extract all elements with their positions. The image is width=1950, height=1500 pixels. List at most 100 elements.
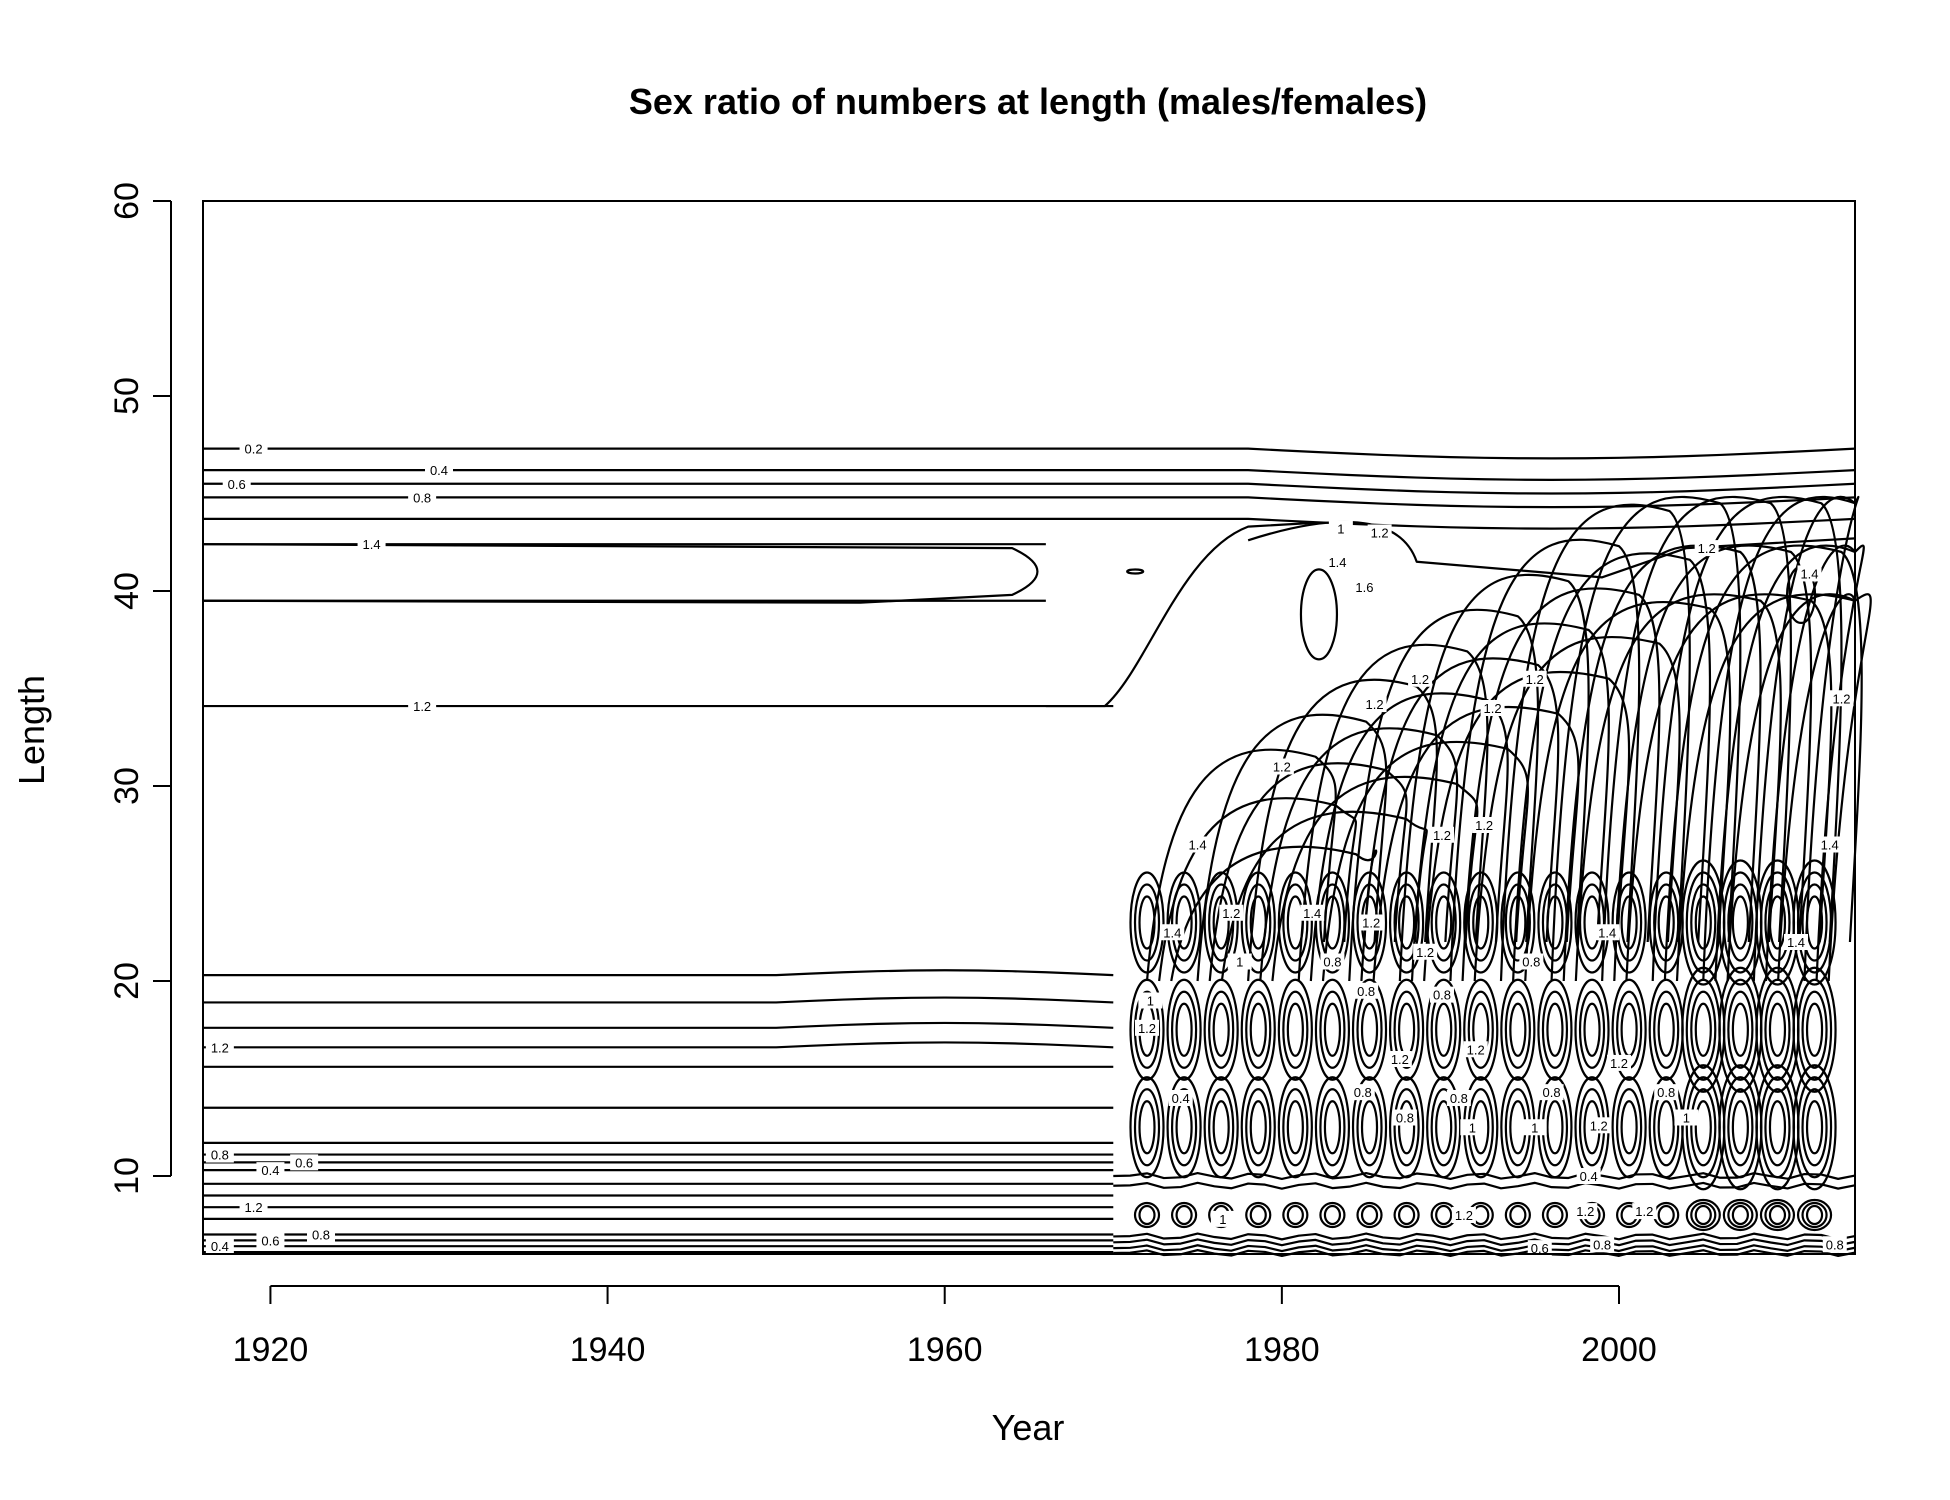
contour-line: [1803, 495, 1860, 982]
contour-line: [1282, 990, 1309, 1069]
contour-line: [1175, 1204, 1193, 1226]
contour-line: [1426, 978, 1462, 1081]
x-axis-label: Year: [992, 1407, 1065, 1448]
y-tick-label: 50: [108, 377, 146, 415]
contour-line: [1388, 978, 1425, 1081]
contour-label-bg: [1269, 758, 1294, 775]
contour-line: [1314, 871, 1351, 974]
contour-line: [203, 1041, 1114, 1049]
contour-label: 1.4: [1787, 935, 1805, 950]
contour-line: [1537, 978, 1573, 1081]
contour-line: [1463, 871, 1499, 974]
contour-line: [1651, 495, 1843, 982]
contour-line: [1113, 1232, 1856, 1241]
contour-label-bg: [1460, 1119, 1485, 1136]
contour-label: 1: [1337, 522, 1344, 537]
contour-line: [1685, 1198, 1721, 1232]
contour-line: [1323, 1204, 1342, 1226]
contour-line: [1690, 883, 1717, 962]
contour-line: [1208, 990, 1235, 1069]
contour-line: [1393, 990, 1420, 1069]
contour-label: 1.2: [211, 1040, 229, 1055]
contour-label-bg: [1352, 579, 1377, 596]
contour-line: [1681, 966, 1726, 1093]
contour-line: [1175, 1100, 1193, 1155]
contour-line: [1286, 895, 1304, 950]
contour-line: [1731, 1100, 1749, 1155]
contour-label-bg: [1160, 924, 1185, 941]
contour-label-bg: [1367, 524, 1392, 541]
contour-line: [1768, 895, 1787, 950]
contour-label-bg: [1576, 1168, 1601, 1184]
contour-line: [1731, 1002, 1749, 1057]
contour-line: [203, 1021, 1114, 1029]
contour-label: 1.6: [1355, 580, 1373, 595]
contour-line: [1620, 1100, 1638, 1155]
contour-line: [1045, 521, 1316, 708]
contour-label: 0.8: [312, 1228, 330, 1243]
contour-line: [1731, 895, 1749, 950]
contour-label-bg: [1354, 982, 1379, 999]
contour-line: [1583, 1002, 1601, 1057]
contour-label-bg: [1694, 540, 1719, 557]
contour-label-bg: [1138, 992, 1163, 1009]
contour-line: [1690, 1088, 1717, 1167]
contour-label-bg: [1320, 953, 1345, 970]
contour-line: [1653, 990, 1680, 1069]
y-tick-label: 20: [108, 962, 146, 1000]
contour-line: [1792, 859, 1837, 986]
contour-line: [1372, 705, 1580, 982]
contour-line: [1360, 1002, 1379, 1057]
contour-line: [1805, 1100, 1824, 1155]
contour-label-bg: [1784, 934, 1808, 950]
contour-label-bg: [1797, 565, 1822, 582]
contour-line: [1578, 883, 1606, 962]
contour-label-bg: [205, 1039, 234, 1056]
contour-line: [1212, 1002, 1230, 1057]
contour-line: [1393, 1088, 1420, 1167]
contour-line: [1309, 692, 1509, 982]
contour-label: 0.6: [1531, 1241, 1549, 1256]
contour-label: 0.8: [1357, 984, 1375, 999]
contour-label-bg: [1607, 1054, 1631, 1071]
contour-line: [1657, 895, 1675, 950]
contour-line: [1435, 1002, 1453, 1057]
contour-line: [1393, 883, 1420, 962]
contour-label-bg: [1573, 1203, 1598, 1220]
contour-line: [1541, 883, 1569, 962]
contour-line: [1578, 990, 1606, 1069]
contour-label-bg: [256, 1232, 285, 1249]
contour-line: [1472, 895, 1490, 950]
contour-label: 1.4: [1303, 906, 1321, 921]
contour-line: [1240, 978, 1276, 1081]
contour-label-bg: [1430, 826, 1454, 843]
contour-label-bg: [1387, 1051, 1412, 1067]
contour-label: 1.2: [1484, 701, 1502, 716]
contour-label: 1.2: [1138, 1021, 1156, 1036]
contour-line: [1616, 883, 1643, 962]
contour-line: [1126, 568, 1145, 575]
contour-label-bg: [1632, 1203, 1657, 1220]
contour-label-bg: [1590, 1236, 1615, 1253]
contour-label: 0.6: [228, 477, 246, 492]
contour-line: [1319, 990, 1346, 1069]
contour-line: [1690, 990, 1717, 1069]
contour-label: 1: [1219, 1212, 1226, 1227]
contour-line: [1323, 895, 1342, 950]
contour-line: [1524, 600, 1732, 982]
contour-labels: 0.2 0.4 0.6 0.8 1.4 1.2 1.2 0.8 0.6 0.4 1.2 0.8 0.6 0…: [205, 440, 1854, 1257]
contour-line: [1397, 895, 1416, 950]
contour-label-bg: [239, 440, 268, 457]
contour-label-bg: [290, 1154, 319, 1171]
contour-line: [1247, 678, 1438, 982]
contour-line: [1509, 895, 1527, 950]
contour-line: [1796, 1076, 1833, 1179]
contour-line: [1755, 1064, 1800, 1191]
contour-line: [1175, 895, 1193, 950]
contour-label-bg: [1463, 1041, 1488, 1058]
contour-line: [1726, 593, 1856, 982]
contour-line: [1145, 748, 1337, 982]
contour-line: [1323, 1100, 1342, 1155]
contour-line: [1360, 1204, 1379, 1226]
